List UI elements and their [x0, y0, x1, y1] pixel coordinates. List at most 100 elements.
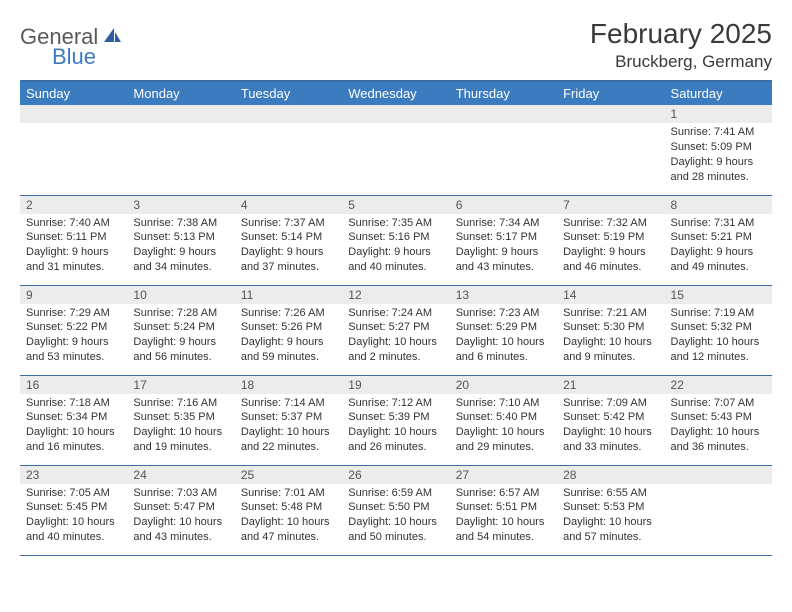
day-number: 3: [127, 196, 234, 214]
day-details: Sunrise: 7:35 AMSunset: 5:16 PMDaylight:…: [342, 214, 449, 279]
day-number: 16: [20, 376, 127, 394]
day-details: Sunrise: 7:38 AMSunset: 5:13 PMDaylight:…: [127, 214, 234, 279]
day-number: 11: [235, 286, 342, 304]
weekday-header: Sunday: [20, 82, 127, 105]
day-number: 22: [665, 376, 772, 394]
calendar-cell: 3Sunrise: 7:38 AMSunset: 5:13 PMDaylight…: [127, 195, 234, 285]
day-number: 15: [665, 286, 772, 304]
sunrise-text: Sunrise: 7:03 AM: [133, 486, 228, 501]
sunset-text: Sunset: 5:21 PM: [671, 230, 766, 245]
calendar-cell: 6Sunrise: 7:34 AMSunset: 5:17 PMDaylight…: [450, 195, 557, 285]
sunset-text: Sunset: 5:30 PM: [563, 320, 658, 335]
daylight-text: Daylight: 10 hours and 47 minutes.: [241, 515, 336, 545]
daylight-text: Daylight: 9 hours and 46 minutes.: [563, 245, 658, 275]
day-number: 13: [450, 286, 557, 304]
day-number: [20, 105, 127, 123]
day-number: 28: [557, 466, 664, 484]
day-details: Sunrise: 7:07 AMSunset: 5:43 PMDaylight:…: [665, 394, 772, 459]
day-details: Sunrise: 6:55 AMSunset: 5:53 PMDaylight:…: [557, 484, 664, 549]
weekday-header: Monday: [127, 82, 234, 105]
location: Bruckberg, Germany: [590, 52, 772, 72]
sunset-text: Sunset: 5:26 PM: [241, 320, 336, 335]
calendar-cell: 9Sunrise: 7:29 AMSunset: 5:22 PMDaylight…: [20, 285, 127, 375]
sunset-text: Sunset: 5:50 PM: [348, 500, 443, 515]
calendar-cell: 10Sunrise: 7:28 AMSunset: 5:24 PMDayligh…: [127, 285, 234, 375]
weekday-header: Tuesday: [235, 82, 342, 105]
sunset-text: Sunset: 5:24 PM: [133, 320, 228, 335]
sunset-text: Sunset: 5:22 PM: [26, 320, 121, 335]
calendar-row: 1Sunrise: 7:41 AMSunset: 5:09 PMDaylight…: [20, 105, 772, 195]
sunrise-text: Sunrise: 7:05 AM: [26, 486, 121, 501]
logo-sail-icon: [102, 26, 122, 49]
day-number: 20: [450, 376, 557, 394]
weekday-header: Saturday: [665, 82, 772, 105]
calendar-cell: 19Sunrise: 7:12 AMSunset: 5:39 PMDayligh…: [342, 375, 449, 465]
calendar-cell: 15Sunrise: 7:19 AMSunset: 5:32 PMDayligh…: [665, 285, 772, 375]
day-details: Sunrise: 7:05 AMSunset: 5:45 PMDaylight:…: [20, 484, 127, 549]
day-number: 21: [557, 376, 664, 394]
sunset-text: Sunset: 5:19 PM: [563, 230, 658, 245]
sunset-text: Sunset: 5:32 PM: [671, 320, 766, 335]
sunrise-text: Sunrise: 7:32 AM: [563, 216, 658, 231]
sunset-text: Sunset: 5:27 PM: [348, 320, 443, 335]
calendar-cell: [665, 465, 772, 555]
daylight-text: Daylight: 10 hours and 40 minutes.: [26, 515, 121, 545]
day-number: 5: [342, 196, 449, 214]
logo-word-blue-wrap: Blue: [20, 44, 96, 70]
daylight-text: Daylight: 10 hours and 57 minutes.: [563, 515, 658, 545]
sunset-text: Sunset: 5:09 PM: [671, 140, 766, 155]
daylight-text: Daylight: 10 hours and 9 minutes.: [563, 335, 658, 365]
calendar-cell: 25Sunrise: 7:01 AMSunset: 5:48 PMDayligh…: [235, 465, 342, 555]
calendar-row: 9Sunrise: 7:29 AMSunset: 5:22 PMDaylight…: [20, 285, 772, 375]
weekday-header: Friday: [557, 82, 664, 105]
daylight-text: Daylight: 10 hours and 50 minutes.: [348, 515, 443, 545]
day-number: 24: [127, 466, 234, 484]
day-details: Sunrise: 7:32 AMSunset: 5:19 PMDaylight:…: [557, 214, 664, 279]
day-number: 26: [342, 466, 449, 484]
sunrise-text: Sunrise: 7:09 AM: [563, 396, 658, 411]
day-number: 18: [235, 376, 342, 394]
daylight-text: Daylight: 10 hours and 22 minutes.: [241, 425, 336, 455]
day-details: Sunrise: 7:01 AMSunset: 5:48 PMDaylight:…: [235, 484, 342, 549]
day-number: 1: [665, 105, 772, 123]
sunrise-text: Sunrise: 7:01 AM: [241, 486, 336, 501]
weekday-header: Wednesday: [342, 82, 449, 105]
sunrise-text: Sunrise: 6:59 AM: [348, 486, 443, 501]
day-number: 25: [235, 466, 342, 484]
day-number: 14: [557, 286, 664, 304]
day-number: 12: [342, 286, 449, 304]
calendar-cell: 1Sunrise: 7:41 AMSunset: 5:09 PMDaylight…: [665, 105, 772, 195]
daylight-text: Daylight: 10 hours and 16 minutes.: [26, 425, 121, 455]
daylight-text: Daylight: 9 hours and 53 minutes.: [26, 335, 121, 365]
calendar-cell: [342, 105, 449, 195]
day-details: Sunrise: 6:57 AMSunset: 5:51 PMDaylight:…: [450, 484, 557, 549]
calendar-cell: 11Sunrise: 7:26 AMSunset: 5:26 PMDayligh…: [235, 285, 342, 375]
calendar-row: 2Sunrise: 7:40 AMSunset: 5:11 PMDaylight…: [20, 195, 772, 285]
sunset-text: Sunset: 5:47 PM: [133, 500, 228, 515]
day-number: 19: [342, 376, 449, 394]
day-details: Sunrise: 7:29 AMSunset: 5:22 PMDaylight:…: [20, 304, 127, 369]
day-details: Sunrise: 7:16 AMSunset: 5:35 PMDaylight:…: [127, 394, 234, 459]
day-number: [235, 105, 342, 123]
sunrise-text: Sunrise: 7:10 AM: [456, 396, 551, 411]
day-details: Sunrise: 7:18 AMSunset: 5:34 PMDaylight:…: [20, 394, 127, 459]
sunrise-text: Sunrise: 7:41 AM: [671, 125, 766, 140]
sunrise-text: Sunrise: 7:29 AM: [26, 306, 121, 321]
sunset-text: Sunset: 5:13 PM: [133, 230, 228, 245]
day-details: Sunrise: 7:28 AMSunset: 5:24 PMDaylight:…: [127, 304, 234, 369]
daylight-text: Daylight: 10 hours and 43 minutes.: [133, 515, 228, 545]
weekday-row: Sunday Monday Tuesday Wednesday Thursday…: [20, 82, 772, 105]
calendar-cell: 26 Sunrise: 6:59 AMSunset: 5:50 PMDayligh…: [342, 465, 449, 555]
day-number: 23: [20, 466, 127, 484]
day-details: Sunrise: 7:40 AMSunset: 5:11 PMDaylight:…: [20, 214, 127, 279]
calendar-cell: [127, 105, 234, 195]
sunset-text: Sunset: 5:34 PM: [26, 410, 121, 425]
sunrise-text: Sunrise: 7:40 AM: [26, 216, 121, 231]
calendar-cell: 14Sunrise: 7:21 AMSunset: 5:30 PMDayligh…: [557, 285, 664, 375]
calendar-cell: 20Sunrise: 7:10 AMSunset: 5:40 PMDayligh…: [450, 375, 557, 465]
daylight-text: Daylight: 10 hours and 6 minutes.: [456, 335, 551, 365]
day-number: 7: [557, 196, 664, 214]
calendar-cell: 18Sunrise: 7:14 AMSunset: 5:37 PMDayligh…: [235, 375, 342, 465]
day-number: 4: [235, 196, 342, 214]
sunset-text: Sunset: 5:51 PM: [456, 500, 551, 515]
